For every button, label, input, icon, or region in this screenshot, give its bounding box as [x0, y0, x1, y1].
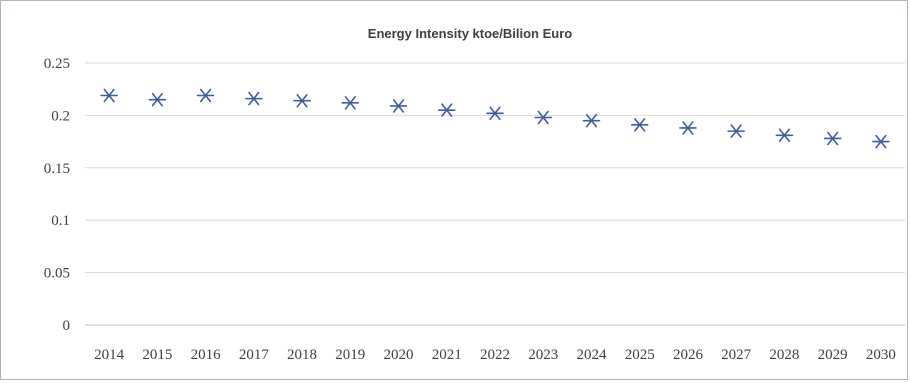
y-tick-label: 0.2: [51, 108, 70, 124]
x-tick-label: 2021: [432, 347, 462, 363]
x-tick-label: 2017: [239, 347, 270, 363]
data-point: [100, 88, 118, 103]
x-tick-label: 2028: [769, 347, 799, 363]
x-tick-label: 2030: [866, 347, 896, 363]
data-point: [148, 92, 167, 107]
x-tick-label: 2029: [818, 347, 848, 363]
y-tick-label: 0.15: [44, 161, 70, 177]
data-points: [100, 88, 890, 149]
data-point: [727, 124, 745, 138]
x-tick-label: 2023: [528, 347, 558, 363]
data-point: [679, 121, 697, 135]
x-tick-label: 2025: [625, 347, 655, 363]
x-axis-ticks: 2014 2015 2016 2017 2018 2019 2020 2021 2022 2023…: [94, 347, 896, 363]
y-tick-label: 0.05: [44, 266, 70, 282]
y-tick-label: 0: [63, 318, 71, 334]
data-point: [293, 93, 311, 108]
x-tick-label: 2022: [480, 347, 510, 363]
data-point: [437, 103, 456, 117]
data-point: [775, 128, 794, 143]
data-point: [582, 113, 601, 128]
x-tick-label: 2018: [287, 347, 317, 363]
x-tick-label: 2016: [191, 347, 222, 363]
data-point: [389, 99, 408, 113]
y-tick-label: 0.25: [44, 56, 70, 72]
x-tick-label: 2015: [142, 347, 172, 363]
x-tick-label: 2020: [384, 347, 414, 363]
data-point: [823, 131, 842, 146]
data-point: [630, 118, 649, 132]
x-tick-label: 2026: [673, 347, 704, 363]
x-tick-label: 2027: [721, 347, 752, 363]
data-point: [486, 106, 504, 121]
y-axis-ticks: 0 0.05 0.1 0.15 0.2 0.25: [44, 56, 70, 334]
chart-title: Energy Intensity ktoe/Bilion Euro: [368, 26, 572, 41]
gridlines: [85, 62, 905, 326]
data-point: [196, 88, 215, 103]
data-point: [245, 91, 263, 106]
y-tick-label: 0.1: [51, 213, 70, 229]
x-tick-label: 2024: [576, 347, 607, 363]
x-tick-label: 2014: [94, 347, 125, 363]
data-point: [534, 110, 553, 125]
data-point: [872, 134, 890, 149]
data-point: [341, 96, 360, 110]
x-tick-label: 2019: [335, 347, 365, 363]
